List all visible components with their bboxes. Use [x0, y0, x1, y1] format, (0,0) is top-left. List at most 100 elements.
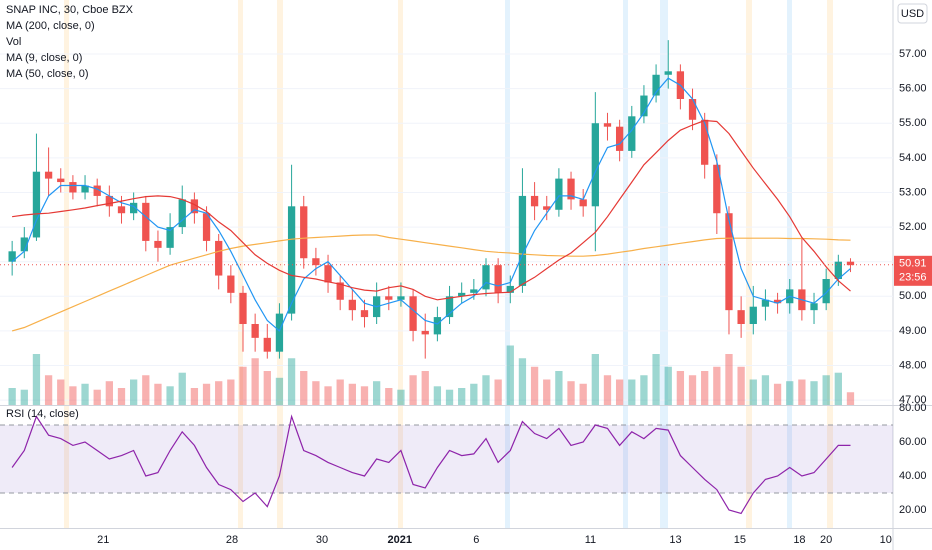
volume-bar [688, 375, 697, 405]
volume-bar [701, 371, 709, 405]
x-tick-label: 21 [97, 534, 109, 546]
candle-body [822, 279, 830, 304]
candle-body [142, 202, 150, 241]
volume-bar [69, 386, 77, 405]
candle-body [628, 116, 636, 151]
candle-body [215, 240, 223, 276]
volume-bar [263, 371, 271, 405]
candle-body [725, 213, 733, 311]
candle-body [312, 258, 320, 266]
last-price-box [894, 255, 932, 286]
candle-body [518, 195, 527, 286]
candle-body [640, 95, 648, 117]
volume-bar [530, 366, 539, 405]
candle-body [749, 306, 757, 324]
symbol-title: SNAP INC, 30, Cboe BZX [6, 4, 134, 16]
volume-bar [178, 372, 186, 405]
candle-body [409, 296, 417, 331]
session-stripe [238, 0, 243, 528]
session-stripe [505, 0, 510, 528]
volume-bar [664, 366, 672, 405]
volume-bar [518, 358, 527, 405]
volume-bar [287, 358, 296, 405]
candle-body [652, 74, 660, 96]
volume-bar [166, 386, 174, 405]
volume-bar [482, 375, 490, 405]
session-stripe [277, 0, 283, 528]
volume-bar [190, 388, 199, 405]
volume-bar [579, 383, 587, 405]
volume-bar [93, 389, 101, 405]
candle-body [555, 178, 563, 210]
volume-bar [215, 381, 223, 405]
currency-box[interactable] [897, 3, 928, 24]
volume-bar [628, 379, 636, 405]
y-tick-label: 54.00 [899, 152, 927, 164]
candle-body [591, 123, 599, 207]
candle-body [227, 275, 235, 293]
volume-bar [117, 388, 126, 405]
x-tick-label: 30 [316, 534, 328, 546]
volume-bar [372, 381, 381, 405]
volume-bar [348, 383, 356, 405]
volume-bar [324, 386, 332, 405]
candle-body [688, 99, 697, 120]
candle-body [190, 199, 199, 214]
rsi-title: RSI (14, close) [6, 408, 79, 420]
candle-body [482, 265, 490, 290]
volume-bar [397, 389, 405, 405]
candle-body [81, 185, 89, 193]
volume-bar [154, 383, 162, 405]
legend-entry: MA (9, close, 0) [6, 52, 82, 64]
y-tick-label: 57.00 [899, 48, 927, 60]
candle-body [579, 199, 587, 207]
volume-bar [81, 383, 89, 405]
candle-body [543, 206, 551, 210]
x-tick-label: 6 [473, 534, 479, 546]
candle-body [701, 119, 709, 165]
candle-body [458, 292, 466, 297]
volume-bar [300, 371, 308, 405]
moving-average-line [11, 234, 851, 332]
candle-body [713, 164, 721, 214]
volume-bar [555, 371, 563, 405]
legend-entry: Vol [6, 36, 21, 48]
volume-bar [44, 375, 53, 405]
volume-bar [773, 383, 782, 405]
volume-bar [385, 388, 393, 405]
candle-body [603, 123, 612, 127]
x-tick-label: 28 [226, 534, 238, 546]
y-tick-label: 80.00 [899, 402, 927, 414]
candle-body [300, 206, 308, 259]
volume-bar [798, 379, 806, 405]
candle-body [166, 227, 174, 248]
y-tick-label: 53.00 [899, 186, 927, 198]
volume-bar [652, 354, 660, 405]
candle-body [348, 299, 356, 311]
candle-body [664, 71, 672, 75]
candle-body [494, 265, 502, 293]
volume-bar [810, 381, 818, 405]
candle-body [470, 289, 478, 293]
plot-layer [0, 40, 893, 515]
session-stripe [787, 0, 792, 528]
volume-bar [603, 375, 612, 405]
volume-bar [57, 379, 65, 405]
x-tick-label: 10 [880, 534, 892, 546]
volume-bar [591, 354, 599, 405]
candle-body [761, 299, 770, 307]
volume-bar [737, 366, 745, 405]
session-stripe [746, 0, 752, 528]
y-tick-label: 50.00 [899, 290, 927, 302]
volume-bar [336, 379, 344, 405]
x-tick-label: 13 [669, 534, 681, 546]
candle-body [44, 171, 53, 179]
volume-bar [822, 375, 830, 405]
volume-bar [494, 379, 502, 405]
volume-bar [130, 379, 138, 405]
session-stripe [827, 0, 833, 528]
volume-bar [360, 386, 369, 405]
volume-bar [676, 371, 685, 405]
y-tick-label: 56.00 [899, 83, 927, 95]
